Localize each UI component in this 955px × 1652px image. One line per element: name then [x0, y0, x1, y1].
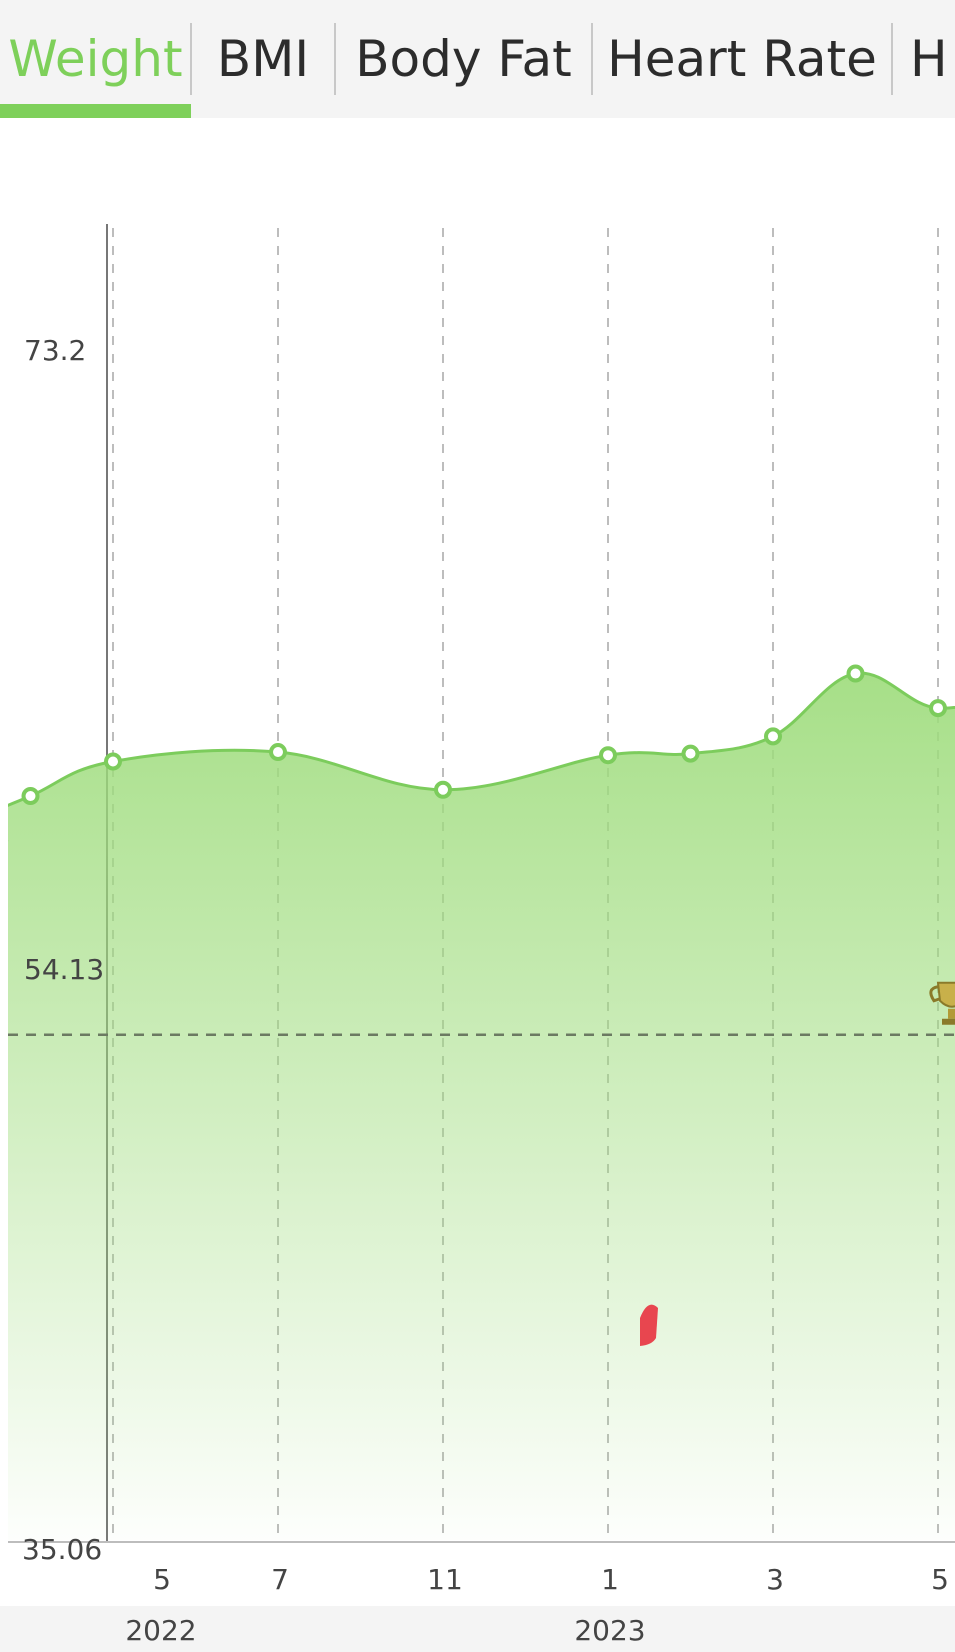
tab-weight[interactable]: Weight: [8, 30, 183, 88]
y-axis: 73.2 54.13 35.06: [22, 334, 104, 1566]
year-strip: [0, 1606, 955, 1652]
year-label: 2023: [574, 1614, 645, 1647]
active-tab-indicator: [0, 104, 191, 118]
weight-area: [8, 673, 955, 1540]
x-tick-label: 7: [271, 1563, 289, 1596]
data-point[interactable]: [21, 787, 40, 806]
data-point[interactable]: [434, 780, 452, 799]
trophy-icon: [929, 981, 955, 1025]
flag-marker-icon: [640, 1304, 658, 1346]
x-tick-label: 3: [766, 1563, 784, 1596]
x-tick-label: 5: [931, 1563, 949, 1596]
tab-divider: [591, 23, 593, 95]
tab-divider: [190, 23, 192, 95]
x-tick-label: 1: [601, 1563, 619, 1596]
y-tick-label: 73.2: [24, 334, 86, 367]
data-point[interactable]: [846, 664, 865, 683]
metric-tab-bar: Weight BMI Body Fat Heart Rate H: [0, 0, 955, 118]
data-point[interactable]: [929, 699, 947, 718]
x-tick-label: 11: [427, 1563, 463, 1596]
x-tick-label: 5: [153, 1563, 171, 1596]
data-point[interactable]: [104, 752, 122, 771]
year-label: 2022: [125, 1614, 196, 1647]
data-point[interactable]: [681, 744, 700, 763]
tab-divider: [334, 23, 336, 95]
tab-bmi[interactable]: BMI: [216, 30, 310, 88]
y-tick-label: 35.06: [22, 1533, 102, 1566]
tab-heart-rate[interactable]: Heart Rate: [607, 30, 877, 88]
x-axis: 5 7 11 1 3 5: [153, 1563, 949, 1596]
y-tick-label: 54.13: [24, 953, 104, 986]
data-point[interactable]: [269, 743, 287, 762]
tab-body-fat[interactable]: Body Fat: [355, 30, 572, 88]
area-layer: [8, 671, 955, 1540]
tab-partial[interactable]: H: [910, 30, 948, 88]
tab-divider: [891, 23, 893, 95]
data-point[interactable]: [764, 727, 782, 746]
data-points: [21, 664, 947, 806]
data-point[interactable]: [599, 746, 617, 765]
